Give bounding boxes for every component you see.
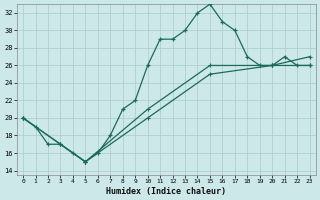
X-axis label: Humidex (Indice chaleur): Humidex (Indice chaleur): [106, 187, 226, 196]
